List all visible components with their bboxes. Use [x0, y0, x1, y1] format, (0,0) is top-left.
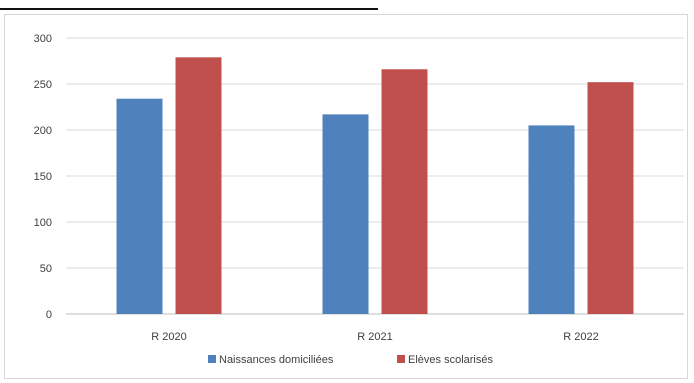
y-tick-label: 50: [40, 263, 52, 275]
y-tick-label: 0: [46, 309, 52, 321]
bar-2-1: [587, 82, 634, 314]
legend: Naissances domiciliées Elèves scolarisés: [208, 354, 493, 366]
bar-1-1: [381, 69, 428, 314]
top-rule: [0, 8, 378, 10]
legend-swatch-1: [397, 355, 405, 363]
bar-2-0: [528, 125, 575, 315]
x-tick-label: R 2022: [563, 331, 598, 343]
bar-0-1: [175, 57, 222, 314]
y-tick-label: 200: [34, 125, 52, 137]
x-axis-tick-labels: R 2020 R 2021 R 2022: [151, 331, 598, 343]
x-tick-label: R 2020: [151, 331, 186, 343]
bars: [116, 57, 634, 315]
y-tick-label: 250: [34, 79, 52, 91]
y-tick-label: 100: [34, 217, 52, 229]
y-tick-label: 150: [34, 171, 52, 183]
bar-1-0: [322, 114, 369, 314]
legend-label-0: Naissances domiciliées: [219, 354, 334, 366]
legend-swatch-0: [208, 355, 216, 363]
gridlines: [66, 37, 684, 315]
y-axis-tick-labels: 0 50 100 150 200 250 300: [34, 33, 52, 321]
y-tick-label: 300: [34, 33, 52, 45]
legend-label-1: Elèves scolarisés: [408, 354, 493, 366]
x-tick-label: R 2021: [357, 331, 392, 343]
bar-0-0: [116, 98, 163, 314]
